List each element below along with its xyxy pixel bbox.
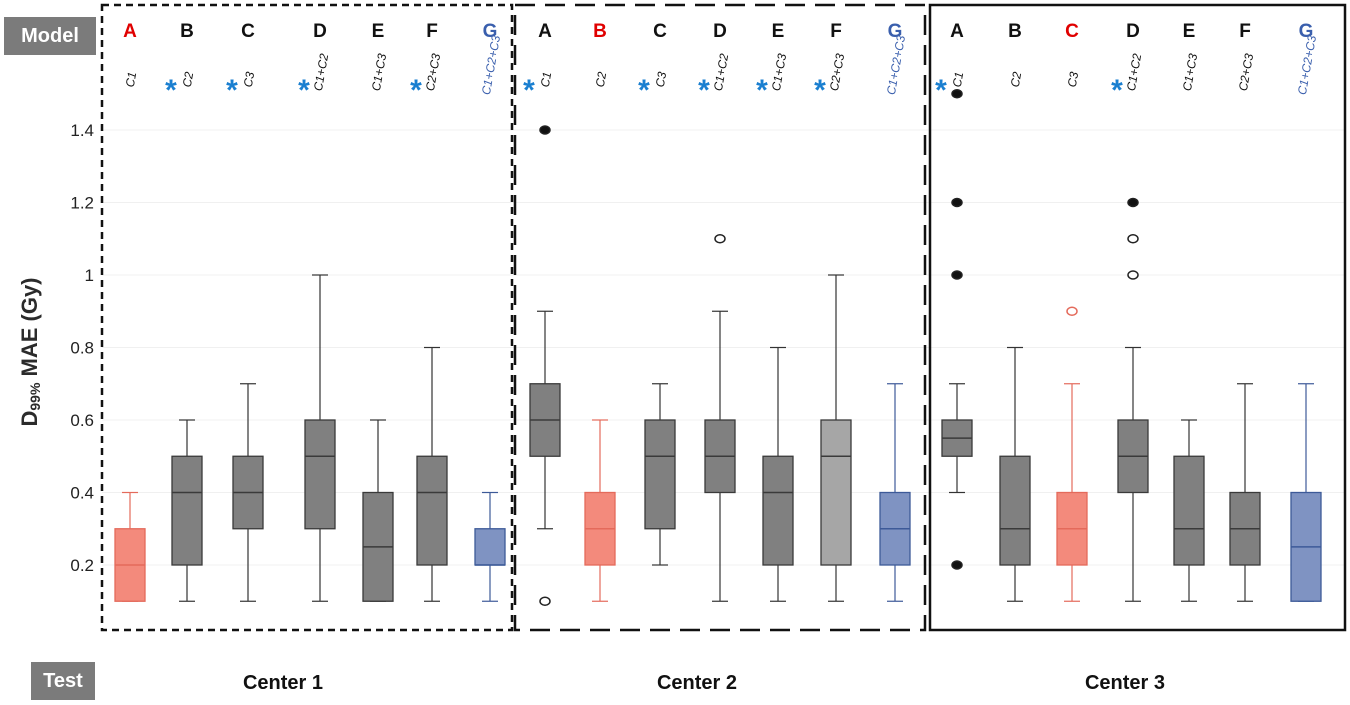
model-letter-a: A [538,21,552,42]
significance-star: * [935,74,947,107]
outlier-point [951,270,963,280]
model-letter-f: F [830,21,842,42]
center-2-label: Center 2 [656,672,738,694]
model-letter-d: D [313,21,327,42]
train-label-b: C2 [593,70,610,88]
center-1-panel-border [100,3,514,632]
outlier-point [539,125,551,135]
model-letter-a: A [950,21,964,42]
center-3-label: Center 3 [1084,672,1166,694]
significance-star: * [638,74,650,107]
significance-star: * [756,74,768,107]
y-tick-label: 1.4 [70,121,94,140]
significance-star: * [1111,74,1123,107]
model-letter-g: G [888,21,903,42]
significance-star: * [298,74,310,107]
model-letter-c: C [653,21,667,42]
y-tick-label: 0.8 [70,339,94,358]
significance-star: * [226,74,238,107]
outlier-point [951,89,963,99]
box [999,455,1031,566]
outlier-point [951,197,963,208]
train-label-c: C3 [1065,70,1082,88]
train-label-d: C1+C2 [1124,52,1144,92]
center-1-label: Center 1 [242,672,324,694]
outlier-point [951,560,963,570]
train-label-f: C2+C3 [1236,52,1256,92]
model-letter-b: B [180,21,194,42]
model-row-label: Model [4,17,96,55]
train-label-b: C2 [180,70,197,88]
box [762,455,794,566]
train-label-b: C2 [1008,70,1025,88]
outlier-point [714,234,726,244]
train-label-c: C3 [653,70,670,88]
center-3-panel-border [928,3,1347,632]
center-2-panel-border [513,3,927,632]
significance-star: * [698,74,710,107]
model-letter-b: B [1008,21,1022,42]
y-tick-label: 0.2 [70,556,94,575]
train-label-e: C1+C3 [369,52,389,92]
outlier-point [539,596,551,606]
train-label-e: C1+C3 [769,52,789,92]
train-label-g: C1+C2+C3 [1295,34,1319,96]
significance-star: * [165,74,177,107]
model-letter-g: G [483,21,498,42]
box [304,419,336,530]
model-letter-d: D [1126,21,1140,42]
model-letter-e: E [372,21,385,42]
train-label-a: C1 [123,71,139,89]
box [171,455,203,566]
y-tick-label: 0.4 [70,484,94,503]
model-letter-f: F [426,21,438,42]
model-letter-c: C [1065,21,1079,42]
test-row-label: Test [31,662,95,700]
model-letter-f: F [1239,21,1251,42]
model-letter-d: D [713,21,727,42]
train-label-d: C1+C2 [311,52,331,92]
train-label-a: C1 [950,71,966,89]
train-label-g: C1+C2+C3 [479,34,503,96]
significance-star: * [410,74,422,107]
outlier-point [1127,197,1139,208]
y-tick-label: 1 [85,266,94,285]
y-tick-label: 0.6 [70,411,94,430]
model-letter-e: E [772,21,785,42]
box [474,528,506,566]
outlier-point [1127,234,1139,244]
box [1173,455,1205,566]
train-label-d: C1+C2 [711,52,731,92]
outlier-point [1066,306,1078,316]
model-letter-c: C [241,21,255,42]
box [416,455,448,566]
significance-star: * [523,74,535,107]
train-label-f: C2+C3 [423,52,443,92]
model-letter-e: E [1183,21,1196,42]
outlier-point [1127,270,1139,280]
model-letter-b: B [593,21,607,42]
train-label-c: C3 [241,70,258,88]
train-label-f: C2+C3 [827,52,847,92]
train-label-g: C1+C2+C3 [884,34,908,96]
y-tick-label: 1.2 [70,194,94,213]
box [820,419,852,566]
significance-star: * [814,74,826,107]
train-label-a: C1 [538,71,554,89]
model-letter-a: A [123,21,137,42]
box [644,419,676,530]
train-label-e: C1+C3 [1180,52,1200,92]
model-letter-g: G [1299,21,1314,42]
